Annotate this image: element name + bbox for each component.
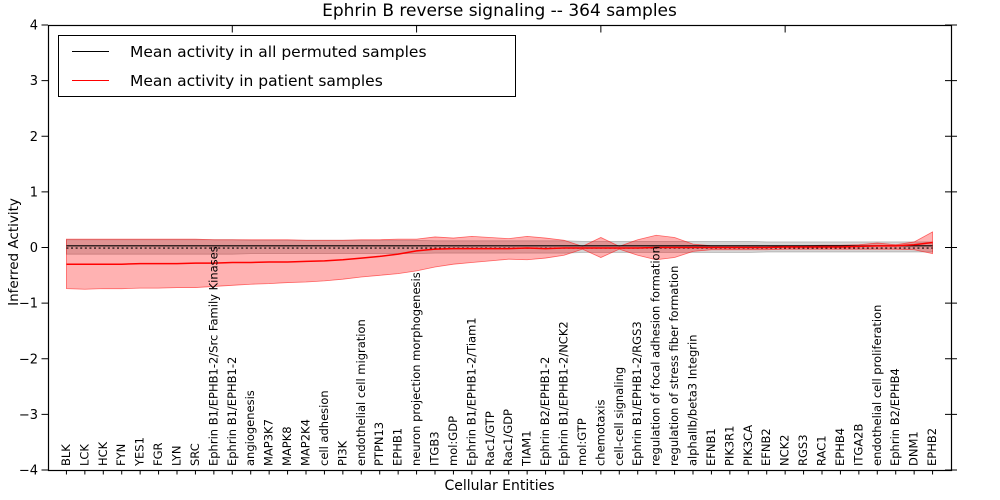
x-category-label: regulation of stress fiber formation (667, 266, 681, 466)
x-category-label: PIK3R1 (722, 426, 736, 467)
x-category-label: DNM1 (907, 431, 921, 466)
x-category-label: SRC (188, 443, 202, 466)
legend-item-patient: Mean activity in patient samples (59, 67, 515, 95)
x-category-label: Ephrin B1/EPHB1-2/Src Family Kinases (206, 246, 220, 466)
x-category-label: EPHB4 (833, 428, 847, 466)
x-category-label: MAPK8 (280, 426, 294, 466)
x-category-label: YES1 (133, 437, 147, 467)
x-category-label: angiogenesis (243, 390, 257, 466)
x-category-label: PI3K (335, 440, 349, 466)
x-category-label: Ephrin B2/EPHB1-2 (538, 357, 552, 466)
x-category-label: Ephrin B2/EPHB4 (888, 368, 902, 466)
y-tick-label: −3 (19, 408, 38, 423)
x-category-label: MAP3K7 (262, 419, 276, 466)
legend-item-permuted: Mean activity in all permuted samples (59, 38, 515, 66)
legend: Mean activity in all permuted samples Me… (58, 35, 516, 97)
x-category-label: regulation of focal adhesion formation (649, 246, 663, 466)
y-axis-title: Inferred Activity (6, 198, 22, 306)
chart-title: Ephrin B reverse signaling -- 364 sample… (322, 1, 677, 21)
x-category-label: RAC1 (815, 435, 829, 466)
x-category-label: alphaIIb/beta3 Integrin (686, 334, 700, 466)
y-tick-label: 3 (30, 74, 38, 89)
x-category-label: Rac1/GTP (483, 411, 497, 466)
x-category-label: PTPN13 (372, 422, 386, 466)
x-category-label: FGR (151, 442, 165, 466)
x-category-label: EPHB2 (925, 428, 939, 466)
mean-activity-in-patient-samples (66, 241, 933, 265)
y-tick-label: −1 (19, 297, 38, 312)
x-category-label: mol:GDP (446, 416, 460, 466)
x-category-label: cell-cell signaling (612, 367, 626, 466)
x-axis-title: Cellular Entities (444, 478, 555, 494)
y-tick-label: −4 (19, 464, 38, 479)
y-tick-label: 2 (30, 130, 38, 145)
x-category-label: FYN (114, 444, 128, 466)
patient-samples-confidence-band (66, 231, 933, 290)
x-category-label: PIK3CA (741, 425, 755, 466)
x-category-label: LYN (170, 445, 184, 466)
legend-label: Mean activity in all permuted samples (130, 42, 427, 61)
x-category-label: chemotaxis (593, 400, 607, 466)
x-category-label: Rac1/GDP (501, 409, 515, 466)
plot-frame (47, 24, 953, 472)
x-category-label: mol:GTP (575, 418, 589, 466)
x-category-label: HCK (96, 441, 110, 466)
x-category-label: Ephrin B1/EPHB1-2 (225, 357, 239, 466)
x-category-label: ITGA2B (851, 423, 865, 466)
x-category-label: TIAM1 (520, 430, 534, 467)
y-tick-label: −2 (19, 352, 38, 367)
x-category-label: LCK (77, 444, 91, 466)
x-category-label: Ephrin B1/EPHB1-2/RGS3 (630, 321, 644, 466)
y-tick-label: 1 (30, 185, 38, 200)
x-category-label: MAP2K4 (299, 419, 313, 466)
x-category-label: Ephrin B1/EPHB1-2/NCK2 (557, 321, 571, 466)
legend-label: Mean activity in patient samples (130, 71, 383, 90)
x-category-label: endothelial cell proliferation (870, 305, 884, 466)
x-category-label: NCK2 (778, 435, 792, 467)
x-category-label: EPHB1 (391, 428, 405, 466)
x-category-label: Ephrin B1/EPHB1-2/Tiam1 (464, 317, 478, 466)
legend-line-sample-red (72, 80, 109, 81)
x-category-label: RGS3 (796, 434, 810, 466)
x-category-label: endothelial cell migration (354, 319, 368, 466)
x-category-label: ITGB3 (428, 431, 442, 466)
x-category-label: BLK (59, 444, 73, 466)
y-tick-label: 0 (30, 241, 38, 256)
x-category-label: EFNB1 (704, 428, 718, 466)
x-category-label: neuron projection morphogenesis (409, 272, 423, 466)
x-category-label: EFNB2 (759, 428, 773, 466)
x-category-label: cell adhesion (317, 390, 331, 466)
legend-line-sample-black (72, 51, 109, 52)
y-tick-label: 4 (30, 19, 38, 34)
